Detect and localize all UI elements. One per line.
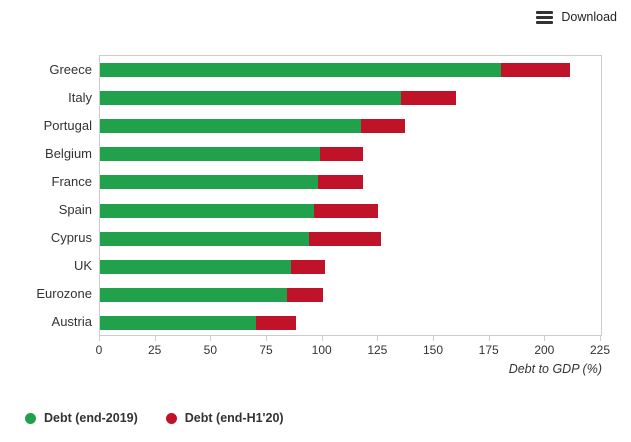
x-tick-mark	[488, 336, 490, 341]
bar-segment-end-h120	[500, 63, 570, 77]
bar-segment-end-2019	[100, 203, 314, 218]
bar-segment-end-h120	[400, 91, 457, 106]
download-button[interactable]: Download	[532, 8, 621, 26]
x-tick-mark	[433, 336, 434, 341]
category-label: Eurozone	[36, 286, 92, 302]
bar-segment-end-2019	[100, 175, 319, 190]
legend-dot-icon	[25, 412, 36, 424]
legend-label: Debt (end-H1'20)	[184, 411, 284, 425]
bar-segment-end-2019	[100, 63, 501, 77]
legend-dot-icon	[165, 412, 177, 424]
x-tick-label: 100	[311, 343, 332, 357]
bar-segment-end-2019	[100, 287, 288, 302]
bar-segment-end-h120	[360, 119, 406, 134]
category-label: Portugal	[43, 117, 92, 133]
x-tick-mark	[377, 336, 379, 341]
x-tick-label: 150	[422, 343, 444, 357]
bar-segment-end-h120	[320, 147, 363, 162]
category-label: Greece	[49, 61, 92, 77]
x-tick-mark	[321, 336, 323, 341]
bar-segment-end-h120	[318, 175, 363, 190]
bar-segment-end-2019	[100, 231, 310, 246]
menu-icon	[536, 10, 554, 24]
x-tick-label: 0	[95, 343, 103, 357]
bar-row	[100, 197, 601, 225]
bar-row	[100, 253, 601, 281]
bar-row	[100, 168, 601, 196]
bar-row	[100, 56, 601, 84]
bar-segment-end-2019	[100, 119, 361, 134]
x-tick-mark	[266, 336, 267, 341]
x-tick-label: 200	[534, 343, 555, 357]
plot-area	[99, 55, 602, 336]
download-label: Download	[561, 10, 617, 24]
x-tick-mark	[210, 336, 212, 341]
category-label: Austria	[51, 314, 92, 330]
category-label: Spain	[58, 202, 92, 218]
x-tick-mark	[544, 336, 546, 341]
x-tick-label: 175	[478, 343, 499, 357]
bar-segment-end-h120	[309, 231, 381, 246]
bar-segment-end-2019	[100, 315, 256, 330]
category-label: Italy	[68, 89, 92, 105]
x-tick-label: 75	[259, 343, 273, 357]
x-axis-title: Debt to GDP (%)	[508, 362, 602, 376]
x-tick-mark	[154, 336, 156, 341]
category-label: France	[51, 173, 92, 189]
bar-row	[100, 84, 601, 112]
x-tick-label: 25	[147, 343, 162, 357]
x-tick-label: 225	[589, 343, 611, 357]
bar-segment-end-2019	[100, 91, 401, 106]
bar-segment-end-h120	[255, 315, 296, 330]
x-tick-label: 50	[203, 343, 218, 357]
bar-segment-end-h120	[313, 203, 379, 218]
bar-segment-end-2019	[100, 147, 321, 162]
category-label: UK	[73, 258, 92, 274]
x-tick-mark	[99, 336, 100, 341]
x-tick-mark	[600, 336, 601, 341]
bar-segment-end-2019	[100, 259, 292, 274]
bar-segment-end-h120	[287, 287, 323, 302]
category-label: Belgium	[45, 145, 92, 161]
legend-item[interactable]: Debt (end-2019)	[25, 411, 138, 425]
legend-label: Debt (end-2019)	[44, 411, 138, 425]
x-tick-label: 125	[367, 343, 388, 357]
bar-row	[100, 140, 601, 168]
category-label: Cyprus	[50, 230, 92, 246]
bar-segment-end-h120	[291, 259, 325, 274]
bar-row	[100, 281, 601, 309]
bar-row	[100, 112, 601, 140]
legend: Debt (end-2019) Debt (end-H1'20)	[25, 411, 284, 425]
bar-row	[100, 309, 601, 337]
bar-row	[100, 225, 601, 253]
legend-item[interactable]: Debt (end-H1'20)	[165, 411, 284, 425]
